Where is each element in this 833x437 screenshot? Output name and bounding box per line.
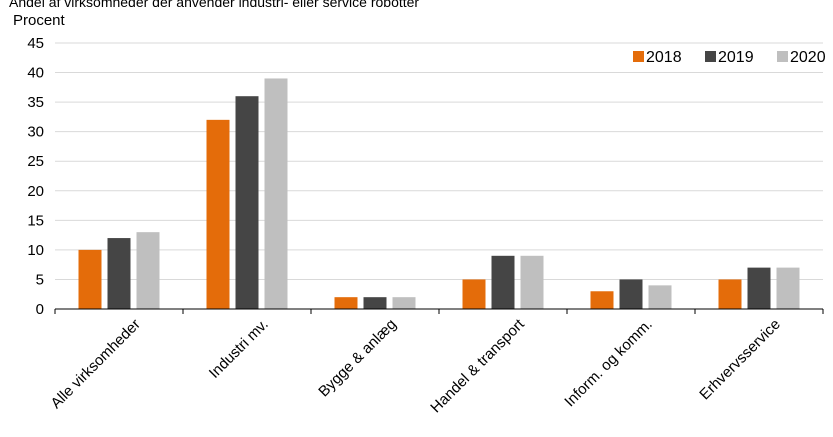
x-category-label: Industri mv. xyxy=(206,316,272,382)
y-axis-unit-label: Procent xyxy=(13,12,65,29)
y-tick-label: 0 xyxy=(36,301,44,318)
chart-title: Andel af virksomheder der anvender indus… xyxy=(9,0,420,10)
legend-label: 2019 xyxy=(718,49,754,66)
bar-2020-5 xyxy=(776,267,800,309)
x-category-label: Erhvervsservice xyxy=(696,316,783,403)
legend-swatch xyxy=(705,51,716,62)
y-tick-label: 40 xyxy=(27,65,44,82)
bar-2018-1 xyxy=(206,119,230,309)
legend-label: 2018 xyxy=(646,49,682,66)
y-tick-label: 25 xyxy=(27,153,44,170)
legend-item-2020: 2020 xyxy=(777,49,826,66)
bar-2020-1 xyxy=(264,78,288,309)
bar-2019-2 xyxy=(363,297,387,309)
bar-2018-0 xyxy=(78,249,102,309)
bar-2019-3 xyxy=(491,255,515,309)
y-axis-ticks: 0 5 10 15 20 25 30 35 40 45 xyxy=(27,35,44,318)
gridlines xyxy=(55,42,823,280)
legend-swatch xyxy=(777,51,788,62)
y-tick-label: 45 xyxy=(27,35,44,52)
x-category-label: Handel & transport xyxy=(427,315,528,416)
y-tick-label: 30 xyxy=(27,124,44,141)
bar-2020-3 xyxy=(520,255,544,309)
bar-2019-1 xyxy=(235,96,259,309)
bar-2020-0 xyxy=(136,232,160,309)
legend-label: 2020 xyxy=(790,49,826,66)
y-tick-label: 15 xyxy=(27,212,44,229)
legend-item-2019: 2019 xyxy=(705,49,754,66)
bar-2020-2 xyxy=(392,297,416,309)
y-tick-label: 5 xyxy=(36,271,44,288)
legend-swatch xyxy=(633,51,644,62)
x-category-label: Inform. og komm. xyxy=(561,316,656,411)
bar-2019-4 xyxy=(619,279,643,309)
bar-2018-2 xyxy=(334,297,358,309)
bar-2018-5 xyxy=(718,279,742,309)
bar-2019-0 xyxy=(107,238,131,309)
y-tick-label: 10 xyxy=(27,242,44,259)
x-category-label: Bygge & anlæg xyxy=(315,316,400,401)
x-axis-category-labels: Alle virksomheder Industri mv. Bygge & anl… xyxy=(48,315,784,416)
x-axis xyxy=(54,308,824,314)
bar-2020-4 xyxy=(648,285,672,309)
bar-2018-4 xyxy=(590,291,614,309)
x-category-label: Alle virksomheder xyxy=(48,316,144,412)
bar-2019-5 xyxy=(747,267,771,309)
bar-2018-3 xyxy=(462,279,486,309)
legend-item-2018: 2018 xyxy=(633,49,682,66)
legend: 2018 2019 2020 xyxy=(633,49,826,66)
y-tick-label: 20 xyxy=(27,183,44,200)
y-tick-label: 35 xyxy=(27,94,44,111)
bars xyxy=(78,78,800,309)
